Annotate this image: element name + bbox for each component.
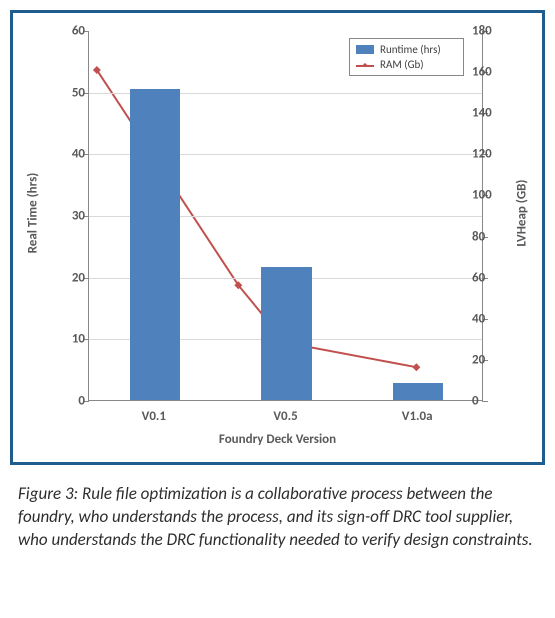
bar-swatch-icon [356,45,374,54]
y-right-tick-label: 60 [472,270,500,285]
y-left-tick-label: 30 [55,209,85,224]
legend-label-runtime: Runtime (hrs) [380,43,441,56]
y-right-tick-label: 120 [472,147,500,162]
line-swatch-icon [356,60,374,70]
y-left-tick-label: 10 [55,332,85,347]
y-right-tick-label: 180 [472,24,500,39]
figure-caption: Figure 3: Rule file optimization is a co… [18,483,537,552]
line-marker [93,66,101,74]
y-right-tick-label: 40 [472,311,500,326]
line-marker [234,281,242,289]
y-left-tick-label: 50 [55,85,85,100]
legend-item-runtime: Runtime (hrs) [356,42,457,57]
y-axis-right-title: LVHeap (GB) [515,180,530,247]
y-right-tick-label: 80 [472,229,500,244]
y-left-tick-label: 40 [55,147,85,162]
bar [393,383,443,400]
y-axis-left-title: Real Time (hrs) [26,173,41,254]
legend-label-ram: RAM (Gb) [380,58,424,71]
x-axis-title: Foundry Deck Version [219,432,336,447]
y-left-tick-label: 0 [55,394,85,409]
chart-container: Runtime (hrs) RAM (Gb) Real Time (hrs) L… [10,10,545,465]
plot-area [88,31,483,401]
y-right-tick-label: 20 [472,352,500,367]
y-left-tick-label: 60 [55,24,85,39]
x-category-label: V0.5 [273,409,297,424]
y-left-tick-label: 20 [55,270,85,285]
y-right-tick-label: 0 [472,394,500,409]
y-right-tick-label: 100 [472,188,500,203]
legend: Runtime (hrs) RAM (Gb) [349,38,464,76]
legend-item-ram: RAM (Gb) [356,57,457,72]
x-category-label: V0.1 [142,409,166,424]
bar [261,267,311,400]
line-marker [412,363,420,371]
bar [130,89,180,400]
y-right-tick-label: 140 [472,106,500,121]
x-category-label: V1.0a [402,409,433,424]
y-right-tick-label: 160 [472,65,500,80]
